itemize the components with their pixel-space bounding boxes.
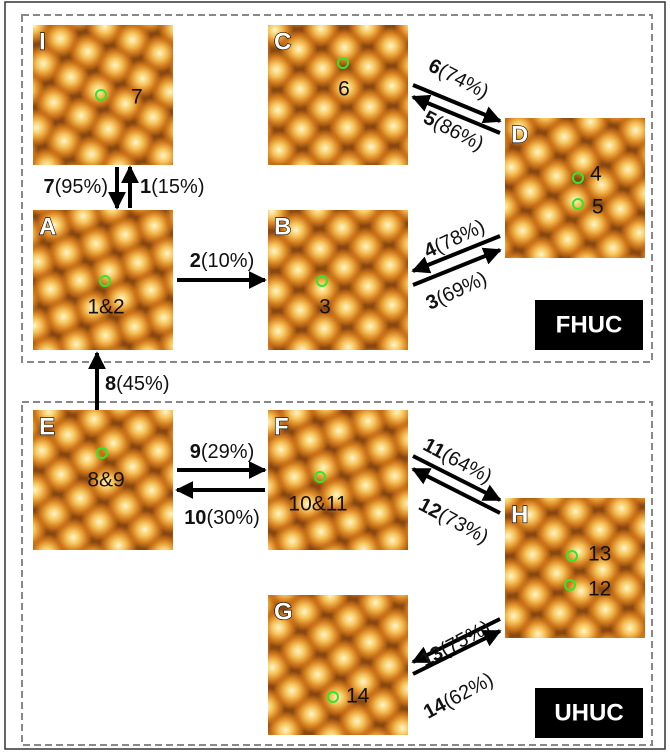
transition-label: 1(15%) bbox=[140, 176, 204, 198]
site-label: 8&9 bbox=[87, 469, 124, 492]
panel-letter: E bbox=[39, 413, 55, 440]
transition-label: 13(75%) bbox=[417, 617, 494, 672]
transition-label: 9(29%) bbox=[190, 441, 254, 463]
step-percent: (86%) bbox=[430, 112, 488, 156]
site-label: 1&2 bbox=[87, 296, 124, 319]
transition-label: 10(30%) bbox=[184, 507, 260, 529]
transition-label: 2(10%) bbox=[190, 250, 254, 272]
transition-label: 7(95%) bbox=[44, 176, 108, 198]
panel-letter: C bbox=[274, 28, 291, 55]
panel-letter: I bbox=[39, 28, 46, 55]
step-percent: (10%) bbox=[201, 250, 254, 272]
step-number: 1 bbox=[140, 176, 151, 198]
panel-letter: A bbox=[39, 213, 56, 240]
step-percent: (29%) bbox=[201, 441, 254, 463]
stm-image bbox=[33, 25, 173, 165]
step-percent: (45%) bbox=[116, 373, 169, 395]
panel-letter: H bbox=[511, 501, 528, 528]
step-number: 10 bbox=[184, 507, 206, 529]
step-percent: (15%) bbox=[151, 176, 204, 198]
site-label: 13 bbox=[588, 543, 611, 566]
site-label: 10&11 bbox=[288, 493, 347, 516]
panel-letter: B bbox=[274, 213, 291, 240]
transition-label: 6(74%) bbox=[425, 55, 492, 104]
step-percent: (62%) bbox=[440, 669, 497, 713]
step-percent: (95%) bbox=[55, 176, 108, 198]
step-percent: (73%) bbox=[434, 504, 491, 548]
site-label: 4 bbox=[590, 163, 602, 186]
site-label: 5 bbox=[592, 196, 604, 219]
step-number: 7 bbox=[44, 176, 55, 198]
site-label: 6 bbox=[338, 78, 350, 101]
step-percent: (30%) bbox=[206, 507, 259, 529]
step-number: 8 bbox=[105, 373, 116, 395]
panel-letter: D bbox=[511, 121, 528, 148]
site-label: 7 bbox=[131, 86, 143, 109]
panel-letter: G bbox=[274, 598, 293, 625]
site-label: 14 bbox=[346, 685, 370, 708]
step-number: 2 bbox=[190, 250, 201, 272]
region-label: UHUC bbox=[554, 699, 623, 726]
transition-label: 14(62%) bbox=[420, 669, 497, 724]
transition-label: 8(45%) bbox=[105, 373, 169, 395]
region-label: FHUC bbox=[556, 311, 623, 338]
figure: I7C6D45A1&2B3E8&9F10&11H1312G14 FHUC UHU… bbox=[0, 0, 670, 752]
site-label: 3 bbox=[319, 296, 331, 319]
step-number: 9 bbox=[190, 441, 201, 463]
panel-letter: F bbox=[274, 413, 289, 440]
site-label: 12 bbox=[588, 578, 611, 601]
stm-image bbox=[268, 410, 408, 550]
